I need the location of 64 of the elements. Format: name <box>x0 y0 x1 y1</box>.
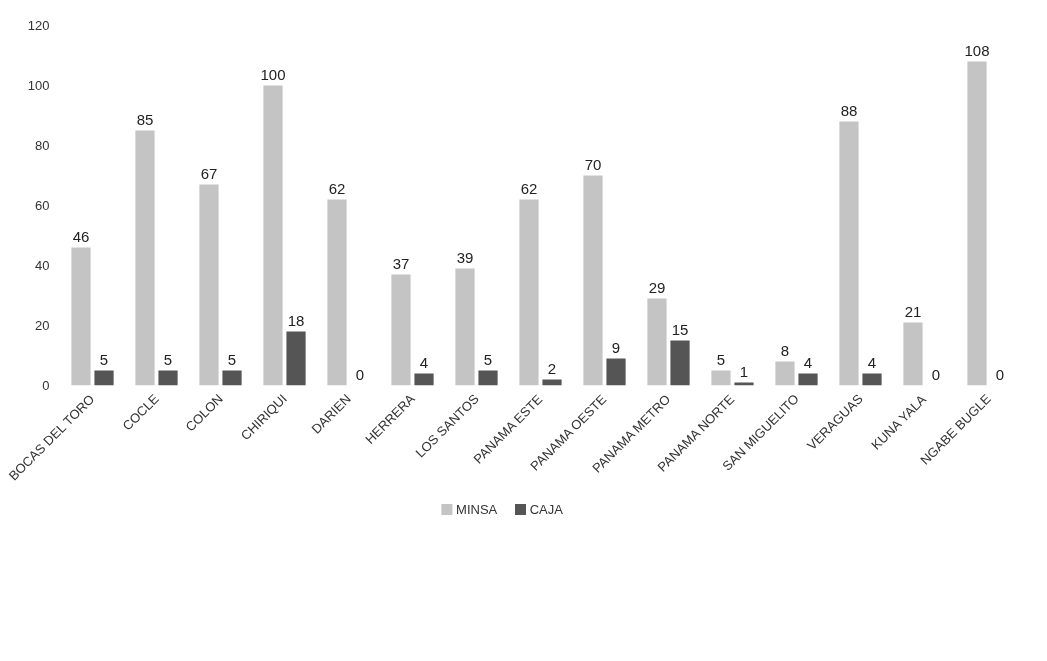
data-label: 4 <box>803 353 813 371</box>
data-label: 0 <box>931 365 941 383</box>
y-tick-label: 80 <box>35 138 50 153</box>
data-label: 1 <box>739 362 749 380</box>
bar <box>222 370 242 386</box>
bar <box>263 85 283 386</box>
bar <box>199 184 219 386</box>
data-label: 29 <box>648 278 666 296</box>
y-tick-label: 0 <box>42 378 50 393</box>
data-label: 70 <box>584 155 602 173</box>
bar <box>775 361 795 386</box>
data-label: 9 <box>611 338 621 356</box>
bar <box>135 130 155 386</box>
data-label: 67 <box>200 164 218 182</box>
bar <box>455 268 475 386</box>
y-tick-label: 100 <box>27 78 50 93</box>
data-label: 5 <box>716 350 726 368</box>
legend-label: CAJA <box>529 502 564 517</box>
bar <box>478 370 498 386</box>
data-label: 5 <box>483 350 493 368</box>
data-label: 15 <box>671 320 689 338</box>
data-label: 2 <box>547 359 557 377</box>
data-label: 0 <box>995 365 1005 383</box>
bar <box>71 247 91 386</box>
bar <box>862 373 882 386</box>
data-label: 62 <box>328 179 346 197</box>
data-label: 5 <box>227 350 237 368</box>
data-label: 4 <box>867 353 877 371</box>
bar <box>94 370 114 386</box>
data-label: 46 <box>72 227 90 245</box>
bar <box>391 274 411 386</box>
bar <box>711 370 731 386</box>
bar <box>798 373 818 386</box>
data-label: 100 <box>260 65 286 83</box>
data-label: 18 <box>287 311 305 329</box>
bar <box>839 121 859 386</box>
data-label: 0 <box>355 365 365 383</box>
bar <box>519 199 539 386</box>
data-label: 21 <box>904 302 922 320</box>
y-tick-label: 120 <box>27 18 50 33</box>
bar <box>967 61 987 386</box>
bar <box>647 298 667 386</box>
y-tick-label: 20 <box>35 318 50 333</box>
data-label: 4 <box>419 353 429 371</box>
bar <box>158 370 178 386</box>
bar <box>583 175 603 386</box>
data-label: 8 <box>780 341 790 359</box>
data-label: 5 <box>163 350 173 368</box>
bar <box>670 340 690 386</box>
bar <box>327 199 347 386</box>
bar <box>903 322 923 386</box>
bar <box>286 331 306 386</box>
data-label: 85 <box>136 110 154 128</box>
data-label: 88 <box>840 101 858 119</box>
y-tick-label: 60 <box>35 198 50 213</box>
bar <box>414 373 434 386</box>
data-label: 108 <box>964 41 990 59</box>
data-label: 62 <box>520 179 538 197</box>
y-tick-label: 40 <box>35 258 50 273</box>
bar <box>606 358 626 386</box>
legend-label: MINSA <box>456 502 498 517</box>
data-label: 37 <box>392 254 410 272</box>
data-label: 5 <box>99 350 109 368</box>
data-label: 39 <box>456 248 474 266</box>
